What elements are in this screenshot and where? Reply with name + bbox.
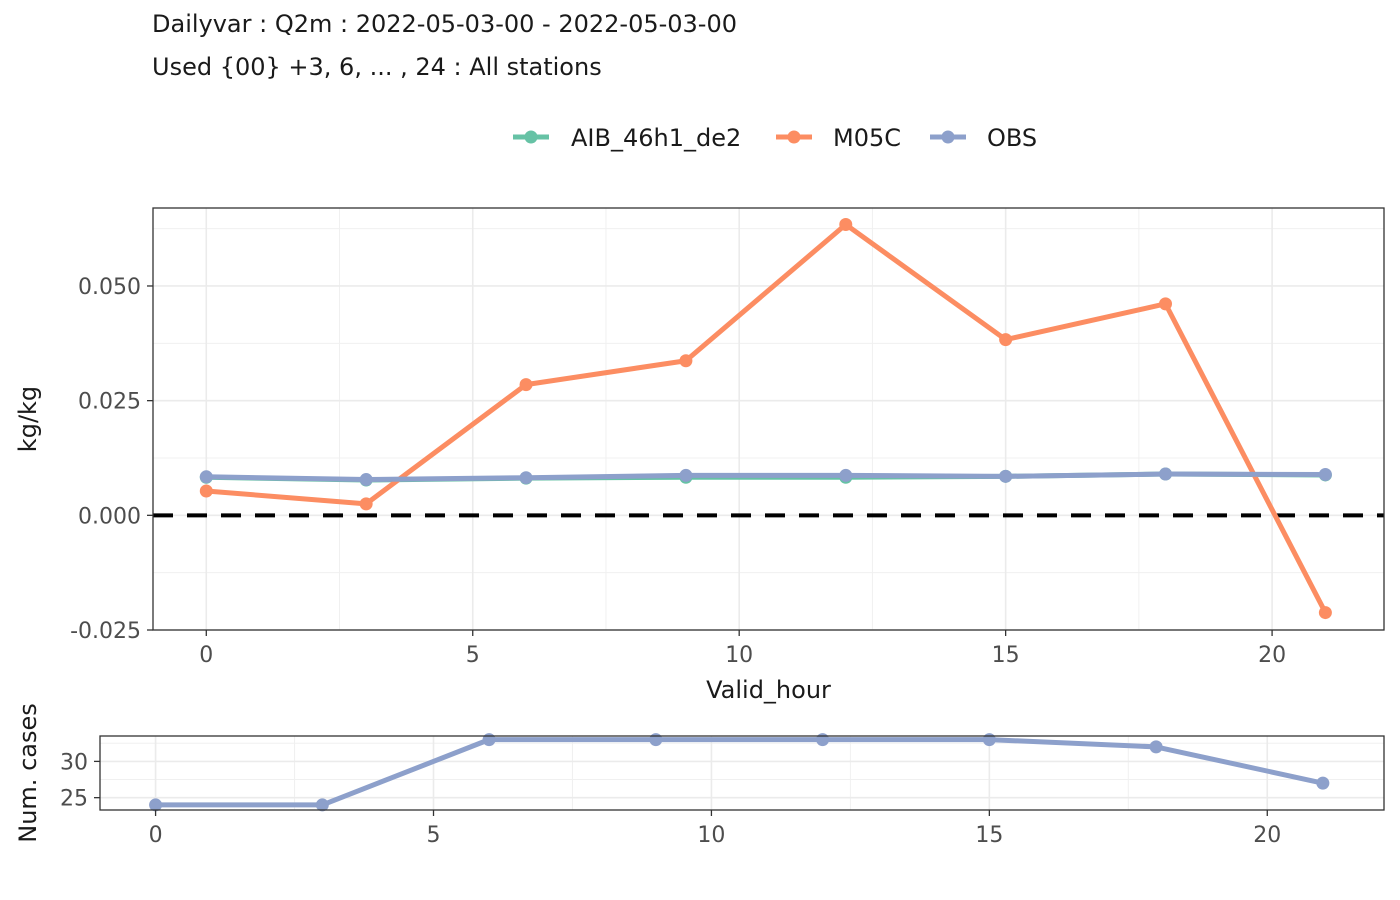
data-point-count [149,798,163,812]
data-point-obs [519,471,533,485]
count-panel: 0 5 10 15 20 25 30 Num. cases [14,703,1385,848]
x-tick-label: 5 [427,823,441,848]
chart-title: Dailyvar : Q2m : 2022-05-03-00 - 2022-05… [152,10,737,38]
y-tick-label: 30 [60,750,88,775]
x-tick-label: 5 [466,643,480,668]
main-panel: 0 5 10 15 20 -0.025 0.000 0.025 0.050 Valid_hour k… [14,207,1385,704]
chart-subtitle: Used {00} +3, 6, ... , 24 : All stations [152,53,602,81]
y-tick-label: 0.000 [78,504,141,529]
data-point-count [315,798,329,812]
x-tick-label: 10 [697,823,725,848]
legend: AIB_46h1_de2 M05C OBS [513,124,1037,152]
data-point-obs [1159,467,1173,481]
series-line-obs [203,471,1328,483]
y-tick-label: 25 [60,787,88,812]
data-point-count [482,733,496,747]
data-point-count [649,733,663,747]
x-tick-label: 0 [199,643,213,668]
series-line-count [153,737,1326,808]
legend-label-aib_46h1_de2: AIB_46h1_de2 [571,124,741,152]
legend-label-obs: OBS [987,124,1037,152]
data-point-m05c [1159,297,1173,311]
x-tick-label: 10 [725,643,753,668]
x-tick-label: 20 [1253,823,1281,848]
data-point-m05c [1318,606,1332,620]
y-axis-title: Num. cases [14,703,42,842]
legend-key-point [524,130,538,144]
data-point-m05c [999,333,1013,347]
x-tick-label: 0 [149,823,163,848]
x-tick-label: 20 [1258,643,1286,668]
x-axis-title: Valid_hour [706,676,831,704]
data-point-obs [999,469,1013,483]
x-tick-label: 15 [992,643,1020,668]
y-axis-title: kg/kg [14,386,42,452]
legend-label-m05c: M05C [833,124,901,152]
plot-background [100,736,1384,810]
data-point-obs [359,473,373,487]
y-tick-label: -0.025 [70,619,141,644]
data-point-obs [679,468,693,482]
data-point-obs [199,470,213,484]
y-tick-label: 0.050 [78,275,141,300]
y-tick-label: 0.025 [78,390,141,415]
data-point-obs [839,468,853,482]
data-point-count [982,733,996,747]
data-point-obs [1318,468,1332,482]
panel-border [99,735,1385,811]
x-tick-label: 15 [975,823,1003,848]
data-point-count [816,733,830,747]
legend-key-point [787,130,801,144]
series-line-m05c [203,222,1328,616]
data-point-m05c [679,354,693,368]
legend-key-point [941,130,955,144]
data-point-count [1316,776,1330,790]
data-point-count [1149,740,1163,754]
plot-background [153,208,1384,630]
data-point-m05c [199,484,213,498]
panel-border [152,207,1385,631]
data-point-m05c [519,378,533,392]
data-point-m05c [839,218,853,232]
data-point-m05c [359,497,373,511]
